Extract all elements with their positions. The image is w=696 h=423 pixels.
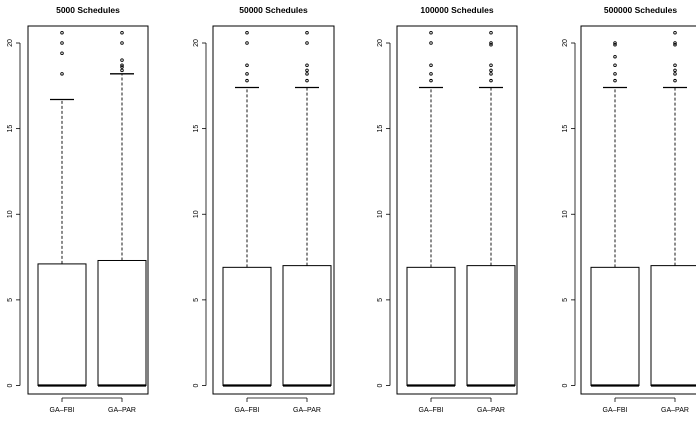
outlier-point — [673, 68, 677, 73]
outlier-point — [429, 41, 433, 45]
x-tick-label: GA–PAR — [477, 407, 505, 414]
outlier-point — [305, 63, 309, 68]
y-tick-label: 0 — [562, 383, 569, 387]
y-tick-label: 0 — [7, 383, 14, 387]
outlier-point — [429, 78, 433, 83]
outlier-point — [673, 42, 677, 47]
outlier-point — [489, 72, 493, 76]
outlier-point — [245, 63, 249, 68]
box — [222, 266, 272, 386]
y-tick-label: 10 — [377, 210, 384, 218]
chart-panel: 5000 Schedules 0 5 10 15 20 GA–FBI GA–PAR — [7, 5, 149, 414]
y-tick-label: 10 — [193, 210, 200, 218]
outlier-point — [489, 68, 493, 73]
outlier-point — [120, 58, 124, 62]
outlier-point — [305, 30, 309, 35]
chart-panel: 100000 Schedules 0 5 10 15 20 GA–FBI GA–PAR — [377, 5, 518, 414]
outlier-point — [673, 30, 677, 35]
outlier-point — [60, 30, 64, 35]
y-tick-label: 20 — [7, 39, 14, 47]
outlier-point — [120, 63, 124, 68]
chart-panel: 50000 Schedules 0 5 10 15 20 GA–FBI GA–PAR — [193, 5, 335, 414]
plot-frame — [580, 25, 696, 395]
box — [466, 265, 516, 386]
outlier-point — [305, 72, 309, 76]
plot-frame — [212, 25, 335, 395]
outlier-point — [60, 41, 64, 45]
outlier-point — [305, 78, 309, 83]
outlier-point — [613, 78, 617, 83]
y-tick-label: 20 — [377, 39, 384, 47]
outlier-point — [245, 41, 249, 45]
y-tick-label: 20 — [562, 39, 569, 47]
chart-title: 50000 Schedules — [239, 5, 308, 15]
outlier-point — [429, 63, 433, 68]
outlier-point — [489, 63, 493, 68]
outlier-point — [245, 72, 249, 76]
box — [650, 265, 696, 386]
outlier-point — [120, 68, 124, 73]
outlier-point — [120, 65, 124, 69]
plot-frame — [396, 25, 518, 395]
x-tick-label: GA–PAR — [661, 407, 689, 414]
x-tick-label: GA–FBI — [235, 407, 260, 414]
outlier-point — [673, 78, 677, 83]
outlier-point — [120, 41, 124, 45]
y-tick-label: 5 — [7, 298, 14, 302]
outlier-point — [489, 41, 493, 45]
outlier-point — [60, 51, 64, 56]
y-tick-label: 5 — [377, 298, 384, 302]
outlier-point — [120, 30, 124, 35]
y-tick-label: 0 — [193, 383, 200, 387]
y-tick-label: 15 — [377, 125, 384, 133]
outlier-point — [305, 68, 309, 73]
y-tick-label: 15 — [193, 125, 200, 133]
outlier-point — [613, 41, 617, 45]
y-tick-label: 15 — [562, 125, 569, 133]
box — [590, 266, 640, 386]
chart-title: 5000 Schedules — [56, 5, 120, 15]
outlier-point — [429, 30, 433, 35]
outlier-point — [673, 63, 677, 68]
outlier-point — [489, 78, 493, 83]
x-tick-label: GA–FBI — [419, 407, 444, 414]
outlier-point — [673, 72, 677, 76]
y-tick-label: 15 — [7, 125, 14, 133]
chart-panel: 500000 Schedules 0 5 10 15 20 GA–FBI GA–PAR — [562, 5, 696, 414]
outlier-point — [613, 42, 617, 47]
outlier-point — [429, 72, 433, 76]
plot-frame — [27, 25, 149, 395]
outlier-point — [245, 78, 249, 83]
y-tick-label: 10 — [7, 210, 14, 218]
box — [406, 266, 456, 386]
outlier-point — [489, 30, 493, 35]
outlier-point — [60, 72, 64, 76]
y-tick-label: 10 — [562, 210, 569, 218]
outlier-point — [245, 30, 249, 35]
y-tick-label: 20 — [193, 39, 200, 47]
box — [37, 263, 87, 387]
outlier-point — [489, 42, 493, 47]
y-tick-label: 5 — [562, 298, 569, 302]
x-tick-label: GA–FBI — [50, 407, 75, 414]
box — [282, 265, 332, 386]
outlier-point — [673, 41, 677, 45]
outlier-point — [613, 63, 617, 68]
outlier-point — [613, 54, 617, 59]
chart-title: 500000 Schedules — [604, 5, 678, 15]
box — [97, 259, 147, 386]
y-tick-label: 0 — [377, 383, 384, 387]
x-tick-label: GA–PAR — [108, 407, 136, 414]
x-tick-label: GA–FBI — [603, 407, 628, 414]
chart-title: 100000 Schedules — [420, 5, 494, 15]
x-tick-label: GA–PAR — [293, 407, 321, 414]
y-tick-label: 5 — [193, 298, 200, 302]
outlier-point — [305, 41, 309, 45]
outlier-point — [613, 72, 617, 76]
